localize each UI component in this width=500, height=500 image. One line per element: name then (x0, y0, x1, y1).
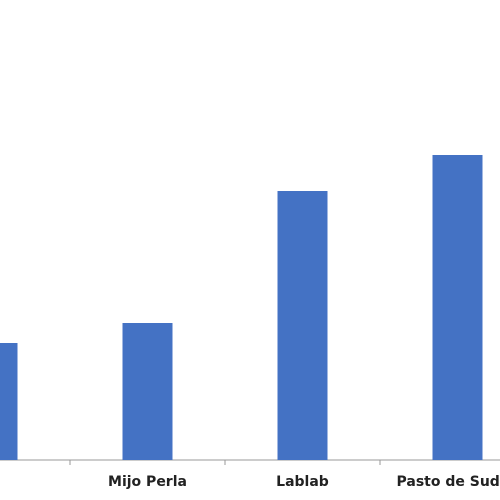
x-tick-label: Mijo Perla (108, 474, 187, 490)
bar (0, 343, 18, 460)
x-tick-label: Pasto de Sud (397, 474, 500, 490)
bar (122, 323, 173, 460)
x-tick-label: Lablab (276, 474, 329, 490)
bar (277, 191, 328, 460)
bar (432, 155, 483, 460)
